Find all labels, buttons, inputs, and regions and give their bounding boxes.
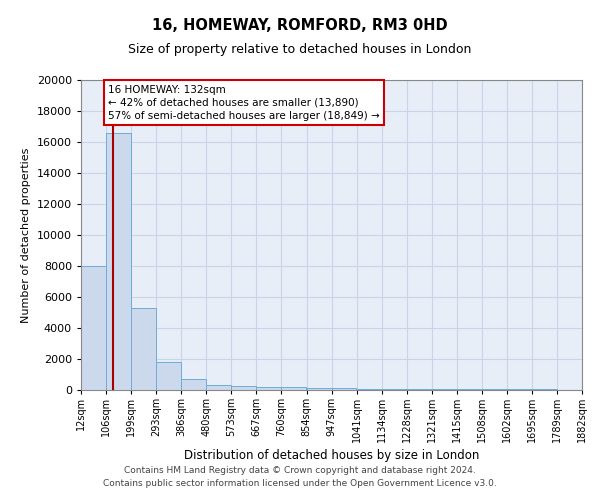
Bar bbox=[106, 132, 131, 390]
Bar bbox=[457, 389, 482, 390]
Bar bbox=[156, 362, 181, 390]
Bar bbox=[232, 386, 256, 390]
Bar bbox=[407, 389, 432, 390]
Text: Size of property relative to detached houses in London: Size of property relative to detached ho… bbox=[128, 42, 472, 56]
Bar bbox=[256, 387, 281, 390]
Text: 16 HOMEWAY: 132sqm
← 42% of detached houses are smaller (13,890)
57% of semi-det: 16 HOMEWAY: 132sqm ← 42% of detached hou… bbox=[108, 84, 380, 121]
Bar bbox=[432, 389, 457, 390]
X-axis label: Distribution of detached houses by size in London: Distribution of detached houses by size … bbox=[184, 450, 479, 462]
Bar bbox=[281, 387, 307, 390]
Bar bbox=[81, 266, 106, 390]
Bar bbox=[356, 389, 382, 390]
Y-axis label: Number of detached properties: Number of detached properties bbox=[21, 148, 31, 322]
Text: Contains HM Land Registry data © Crown copyright and database right 2024.
Contai: Contains HM Land Registry data © Crown c… bbox=[103, 466, 497, 487]
Text: 16, HOMEWAY, ROMFORD, RM3 0HD: 16, HOMEWAY, ROMFORD, RM3 0HD bbox=[152, 18, 448, 32]
Bar bbox=[307, 388, 332, 390]
Bar bbox=[181, 379, 206, 390]
Bar bbox=[206, 384, 232, 390]
Bar bbox=[331, 388, 356, 390]
Bar bbox=[131, 308, 156, 390]
Bar bbox=[382, 389, 407, 390]
